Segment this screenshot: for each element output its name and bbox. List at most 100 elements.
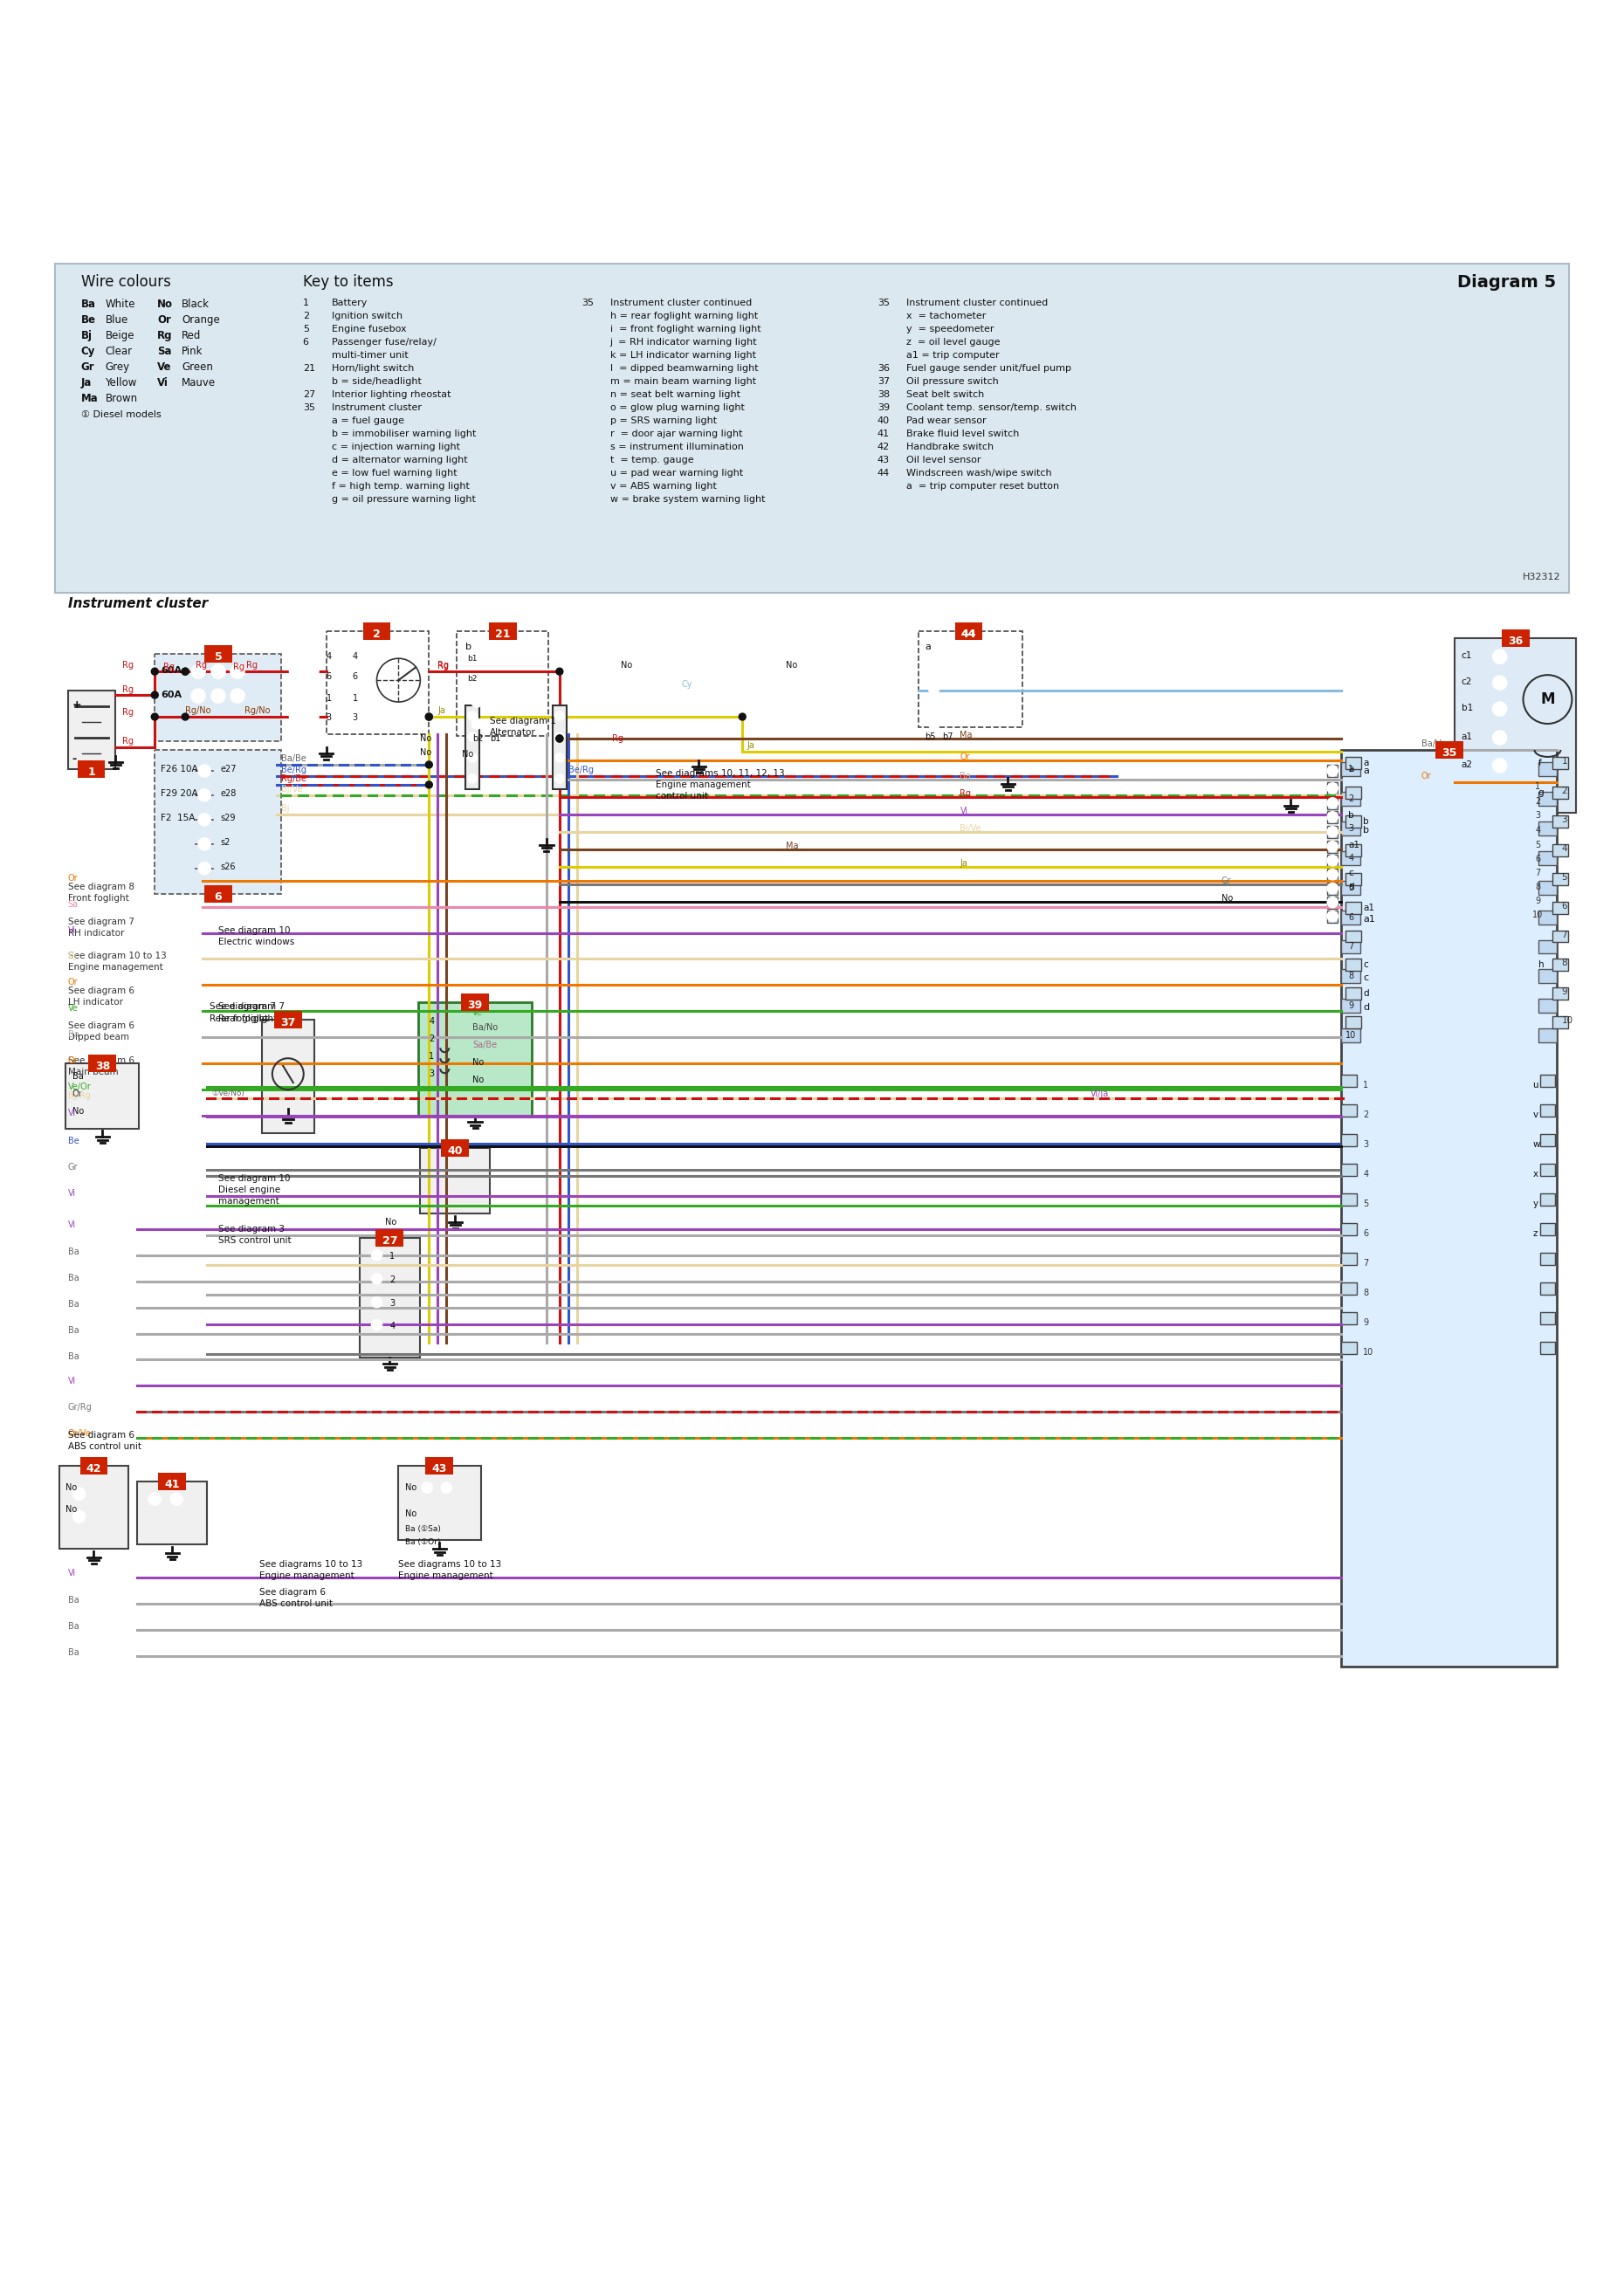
Text: Vi: Vi [68,1568,76,1577]
Text: Ve: Ve [68,1003,78,1013]
Text: Vi: Vi [68,1189,76,1199]
Text: Or: Or [158,315,171,326]
Text: p = SRS warning light: p = SRS warning light [611,416,716,425]
Text: a: a [1363,758,1369,767]
Text: Be: Be [68,1137,80,1146]
Circle shape [471,719,482,728]
Bar [1327,909,1338,923]
Text: ABS control unit: ABS control unit [260,1600,333,1607]
Text: b: b [1348,810,1354,820]
Bar [1553,788,1569,799]
Bar [1346,872,1361,884]
Text: 8: 8 [1535,882,1541,891]
Circle shape [211,664,226,677]
Text: c1: c1 [1462,652,1473,661]
Text: f = high temp. warning light: f = high temp. warning light [331,482,469,491]
Text: 10: 10 [1562,1017,1574,1026]
Text: v: v [1533,1111,1538,1118]
Text: o = glow plug warning light: o = glow plug warning light [611,404,744,411]
Bar [1341,1311,1358,1325]
Circle shape [333,673,343,682]
Text: i  = front foglight warning light: i = front foglight warning light [611,324,760,333]
Circle shape [349,673,361,682]
Text: Rg/No: Rg/No [185,707,211,714]
Text: Instrument cluster: Instrument cluster [331,404,421,411]
Text: No: No [158,298,174,310]
Text: White: White [106,298,135,310]
Text: Cy: Cy [682,680,692,689]
Bar [1341,822,1361,836]
Text: w: w [1533,1141,1540,1148]
Circle shape [1327,870,1338,879]
Bar [205,645,232,664]
Text: Ba (①Sa): Ba (①Sa) [406,1525,442,1534]
Circle shape [151,691,158,698]
Text: Ignition switch: Ignition switch [331,312,403,321]
Text: c: c [1363,974,1369,983]
Bar [421,1148,490,1212]
Text: See diagram 6: See diagram 6 [68,1430,135,1440]
Text: Ja: Ja [81,377,91,388]
Text: 60A: 60A [161,666,182,675]
Text: 6: 6 [302,338,309,347]
Text: Vi: Vi [68,1109,76,1118]
Text: Rg: Rg [122,737,133,746]
Text: See diagrams 10, 11, 12, 13: See diagrams 10, 11, 12, 13 [656,769,784,778]
Text: 9: 9 [1348,1001,1353,1010]
Text: Ja: Ja [747,742,755,751]
Text: 10: 10 [1363,1348,1374,1357]
Bar [1540,1254,1556,1265]
Bar [1327,810,1338,822]
Text: Or: Or [68,1056,78,1065]
Text: See diagrams 10 to 13: See diagrams 10 to 13 [260,1559,362,1568]
Text: Or: Or [68,872,78,882]
Text: 41: 41 [877,429,890,439]
Text: b2: b2 [468,675,477,682]
Text: See diagrams 10 to 13: See diagrams 10 to 13 [398,1559,502,1568]
Bar [1553,872,1569,884]
Text: 37: 37 [877,377,890,386]
Circle shape [425,781,432,788]
Bar [1327,868,1338,882]
Bar [1538,969,1557,983]
Text: 4: 4 [1562,845,1567,852]
Bar [1540,1341,1556,1355]
Text: Instrument cluster: Instrument cluster [68,597,208,611]
Text: Pad wear sensor: Pad wear sensor [906,416,986,425]
Text: 44: 44 [961,629,976,641]
Circle shape [425,714,432,721]
Text: Or/Ve: Or/Ve [68,1430,91,1437]
Text: Rg: Rg [195,661,206,670]
Text: No: No [473,1077,484,1084]
Text: Sa: Sa [68,900,78,909]
Text: 3: 3 [326,714,331,721]
Text: 27: 27 [302,390,315,400]
Text: No: No [406,1508,417,1518]
Bar [1538,882,1557,895]
Text: Dipped beam: Dipped beam [68,1033,128,1042]
Bar [1346,902,1361,914]
Bar [362,622,391,641]
Bar [205,884,232,902]
Text: 1: 1 [302,298,309,308]
Text: 1: 1 [326,693,331,703]
Text: Rg/Be: Rg/Be [281,774,307,783]
Bar [359,1238,421,1357]
Text: 3: 3 [1363,1141,1369,1148]
Text: Battery: Battery [331,298,367,308]
Text: h = rear foglight warning light: h = rear foglight warning light [611,312,758,321]
Bar [1553,1017,1569,1029]
Text: No: No [421,735,432,744]
Text: 27: 27 [382,1235,398,1247]
Text: b2: b2 [473,735,484,744]
Circle shape [349,714,361,723]
Bar [1346,815,1361,827]
Bar [1346,788,1361,799]
Text: No: No [385,1217,396,1226]
Text: Orange: Orange [182,315,219,326]
Text: 5: 5 [1363,1199,1369,1208]
Text: a1: a1 [1348,840,1359,850]
Text: See diagram 10: See diagram 10 [218,925,291,934]
Circle shape [198,838,211,850]
Text: 1: 1 [88,767,96,778]
